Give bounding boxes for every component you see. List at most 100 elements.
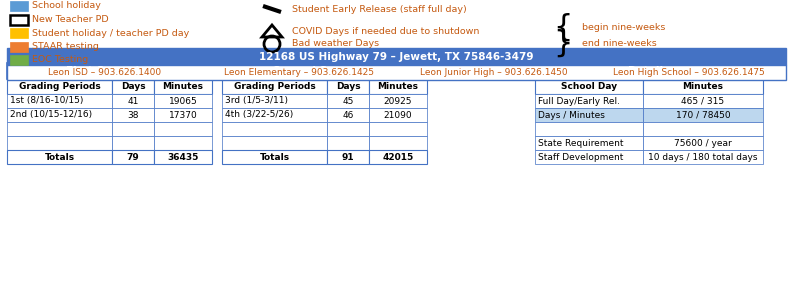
Text: 3rd (1/5-3/11): 3rd (1/5-3/11) bbox=[225, 97, 288, 106]
Text: School Day: School Day bbox=[561, 82, 617, 91]
Text: Minutes: Minutes bbox=[163, 82, 204, 91]
Text: 46: 46 bbox=[343, 111, 354, 120]
Bar bbox=[112, 79, 154, 94]
Text: STAAR testing: STAAR testing bbox=[32, 42, 99, 51]
Bar bbox=[643, 122, 763, 136]
Text: Days: Days bbox=[121, 82, 145, 91]
Text: Grading Periods: Grading Periods bbox=[18, 82, 101, 91]
Text: Staff Development: Staff Development bbox=[538, 152, 623, 162]
Bar bbox=[643, 79, 763, 94]
Text: School holiday: School holiday bbox=[32, 1, 101, 10]
Bar bbox=[369, 94, 427, 108]
Text: Leon ISD – 903.626.1400: Leon ISD – 903.626.1400 bbox=[48, 68, 161, 77]
Bar bbox=[112, 150, 154, 164]
Bar bbox=[327, 108, 369, 122]
Bar bbox=[10, 15, 28, 24]
Text: 42015: 42015 bbox=[382, 152, 414, 162]
Text: 45: 45 bbox=[343, 97, 354, 106]
Bar bbox=[112, 136, 154, 150]
Bar bbox=[112, 94, 154, 108]
Bar bbox=[154, 122, 212, 136]
Bar bbox=[7, 150, 112, 164]
Bar bbox=[535, 108, 643, 122]
Bar bbox=[222, 63, 427, 79]
Text: Leon Junior High – 903.626.1450: Leon Junior High – 903.626.1450 bbox=[420, 68, 568, 77]
Bar bbox=[222, 79, 327, 94]
Bar bbox=[327, 136, 369, 150]
Bar bbox=[327, 79, 369, 94]
Text: Student holiday / teacher PD day: Student holiday / teacher PD day bbox=[32, 29, 190, 38]
Bar bbox=[112, 108, 154, 122]
Bar bbox=[154, 136, 212, 150]
Bar bbox=[535, 94, 643, 108]
Bar bbox=[112, 122, 154, 136]
Text: 41: 41 bbox=[128, 97, 139, 106]
Text: Grading Periods: Grading Periods bbox=[234, 82, 316, 91]
Text: 4th (3/22-5/26): 4th (3/22-5/26) bbox=[225, 111, 293, 120]
Bar bbox=[7, 63, 212, 79]
Text: Full Day/Early Rel.: Full Day/Early Rel. bbox=[538, 97, 620, 106]
Bar bbox=[10, 28, 28, 38]
Bar bbox=[327, 150, 369, 164]
Bar bbox=[222, 136, 327, 150]
Bar bbox=[222, 122, 327, 136]
Text: }: } bbox=[554, 29, 573, 58]
Bar bbox=[10, 1, 28, 11]
Text: 79: 79 bbox=[127, 152, 140, 162]
Text: Leon High School – 903.626.1475: Leon High School – 903.626.1475 bbox=[613, 68, 764, 77]
Bar bbox=[643, 108, 763, 122]
Text: COVID Days if needed due to shutdown: COVID Days if needed due to shutdown bbox=[292, 26, 480, 36]
Bar bbox=[154, 79, 212, 94]
Bar bbox=[7, 48, 786, 65]
Text: Leon Elementary – 903.626.1425: Leon Elementary – 903.626.1425 bbox=[224, 68, 374, 77]
Bar bbox=[643, 136, 763, 150]
Bar bbox=[535, 63, 763, 79]
Bar bbox=[643, 150, 763, 164]
Bar bbox=[7, 122, 112, 136]
Text: 21090: 21090 bbox=[384, 111, 412, 120]
Bar bbox=[10, 42, 28, 52]
Text: Details: Details bbox=[628, 66, 669, 76]
Bar bbox=[7, 79, 112, 94]
Text: Days / Minutes: Days / Minutes bbox=[538, 111, 605, 120]
Text: 10 days / 180 total days: 10 days / 180 total days bbox=[648, 152, 758, 162]
Text: 2nd (10/15-12/16): 2nd (10/15-12/16) bbox=[10, 111, 92, 120]
Bar bbox=[535, 136, 643, 150]
Text: New Teacher PD: New Teacher PD bbox=[32, 15, 109, 24]
Bar bbox=[369, 150, 427, 164]
Bar bbox=[7, 136, 112, 150]
Bar bbox=[369, 136, 427, 150]
Bar bbox=[643, 94, 763, 108]
Text: Student Early Release (staff full day): Student Early Release (staff full day) bbox=[292, 4, 467, 13]
Bar bbox=[154, 94, 212, 108]
Bar bbox=[7, 94, 112, 108]
Text: State Requirement: State Requirement bbox=[538, 139, 623, 148]
Bar bbox=[7, 108, 112, 122]
Text: 19065: 19065 bbox=[169, 97, 197, 106]
Bar bbox=[327, 122, 369, 136]
Bar bbox=[10, 55, 28, 65]
Text: Totals: Totals bbox=[259, 152, 289, 162]
Text: 465 / 315: 465 / 315 bbox=[681, 97, 725, 106]
Text: begin nine-weeks: begin nine-weeks bbox=[582, 22, 665, 31]
Bar bbox=[154, 108, 212, 122]
Text: Minutes: Minutes bbox=[683, 82, 723, 91]
Text: First Semester: First Semester bbox=[66, 66, 153, 76]
Bar bbox=[535, 122, 643, 136]
Bar bbox=[222, 150, 327, 164]
Text: Totals: Totals bbox=[44, 152, 75, 162]
Text: 36435: 36435 bbox=[167, 152, 199, 162]
Text: 1st (8/16-10/15): 1st (8/16-10/15) bbox=[10, 97, 83, 106]
Bar bbox=[327, 94, 369, 108]
Bar bbox=[222, 108, 327, 122]
Text: Second Semester: Second Semester bbox=[273, 66, 376, 76]
Text: 170 / 78450: 170 / 78450 bbox=[676, 111, 730, 120]
Bar bbox=[369, 79, 427, 94]
Text: end nine-weeks: end nine-weeks bbox=[582, 38, 657, 47]
Bar bbox=[154, 150, 212, 164]
Text: EOC Testing: EOC Testing bbox=[32, 56, 88, 65]
Text: Minutes: Minutes bbox=[377, 82, 419, 91]
Text: Days: Days bbox=[335, 82, 360, 91]
Text: 12168 US Highway 79 – Jewett, TX 75846-3479: 12168 US Highway 79 – Jewett, TX 75846-3… bbox=[259, 52, 534, 61]
Text: 38: 38 bbox=[127, 111, 139, 120]
